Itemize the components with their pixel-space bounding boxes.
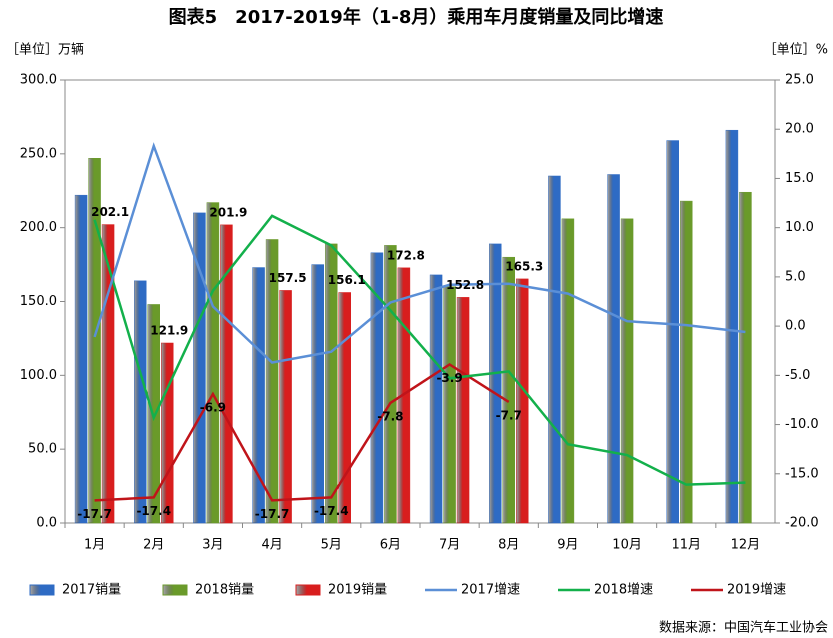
bar bbox=[338, 292, 351, 524]
y-axis-label: ［单位］万辆 bbox=[6, 43, 84, 58]
bar-value-label: 201.9 bbox=[209, 205, 247, 219]
y2-tick-label: -5.0 bbox=[785, 368, 810, 383]
line-value-label: -17.4 bbox=[136, 504, 171, 518]
y-tick-label: 0.0 bbox=[36, 516, 57, 531]
y2-axis-label: ［单位］% bbox=[764, 43, 828, 58]
bar-value-label: 157.5 bbox=[269, 271, 307, 285]
line bbox=[93, 214, 746, 486]
line-value-label: -17.7 bbox=[255, 507, 290, 521]
y2-tick-label: -10.0 bbox=[785, 417, 819, 432]
bar bbox=[370, 252, 384, 524]
bar bbox=[88, 158, 101, 524]
x-tick-label: 4月 bbox=[261, 538, 282, 553]
bar bbox=[502, 256, 515, 524]
legend-swatch bbox=[162, 584, 188, 596]
chart-title: 图表5 2017-2019年（1-8月）乘用车月度销量及同比增速 bbox=[169, 6, 664, 28]
bar bbox=[252, 267, 265, 524]
bar bbox=[620, 218, 634, 524]
legend-swatch bbox=[29, 584, 55, 596]
bar bbox=[725, 129, 739, 524]
x-tick-label: 8月 bbox=[498, 538, 519, 553]
bar-value-label: 121.9 bbox=[150, 323, 188, 337]
x-tick-label: 7月 bbox=[439, 538, 460, 553]
x-tick-label: 3月 bbox=[202, 538, 223, 553]
bar bbox=[193, 212, 206, 524]
bar-value-label: 165.3 bbox=[505, 259, 543, 273]
line-value-label: -17.7 bbox=[77, 507, 112, 521]
y2-tick-label: 15.0 bbox=[785, 171, 814, 186]
bar bbox=[739, 191, 752, 524]
line-value-label: -7.7 bbox=[496, 408, 522, 422]
y-tick-label: 300.0 bbox=[20, 73, 57, 88]
x-tick-label: 6月 bbox=[380, 538, 401, 553]
bar bbox=[548, 175, 561, 524]
y2-tick-label: 0.0 bbox=[785, 319, 806, 334]
y-tick-label: 100.0 bbox=[20, 368, 57, 383]
y-tick-label: 200.0 bbox=[20, 220, 57, 235]
y-tick-label: 150.0 bbox=[20, 294, 57, 309]
legend-label: 2017销量 bbox=[62, 583, 121, 598]
bar bbox=[265, 239, 279, 524]
bar bbox=[666, 140, 679, 524]
y2-tick-label: -15.0 bbox=[785, 466, 819, 481]
bar bbox=[220, 224, 233, 524]
y2-tick-label: 20.0 bbox=[785, 122, 814, 137]
legend-label: 2017增速 bbox=[461, 583, 520, 598]
x-tick-label: 11月 bbox=[671, 538, 701, 553]
bar-value-label: 172.8 bbox=[387, 248, 425, 262]
y2-tick-label: 10.0 bbox=[785, 220, 814, 235]
bar bbox=[561, 218, 575, 524]
bar bbox=[443, 286, 456, 524]
legend-swatch bbox=[295, 584, 321, 596]
x-tick-label: 9月 bbox=[557, 538, 578, 553]
bar-value-label: 156.1 bbox=[328, 273, 366, 287]
bar bbox=[74, 194, 88, 524]
x-tick-label: 5月 bbox=[321, 538, 342, 553]
y-tick-label: 50.0 bbox=[28, 442, 57, 457]
line-value-label: -3.9 bbox=[436, 371, 462, 385]
y2-tick-label: 5.0 bbox=[785, 269, 806, 284]
bar bbox=[489, 243, 502, 524]
y-tick-label: 250.0 bbox=[20, 146, 57, 161]
x-tick-label: 12月 bbox=[731, 538, 761, 553]
line bbox=[94, 363, 510, 502]
bar bbox=[134, 280, 147, 524]
legend-label: 2019增速 bbox=[727, 583, 786, 598]
x-tick-label: 1月 bbox=[84, 538, 105, 553]
line-value-label: -6.9 bbox=[200, 401, 226, 415]
y2-tick-label: 25.0 bbox=[785, 73, 814, 88]
bar bbox=[384, 245, 397, 524]
bar-value-label: 202.1 bbox=[91, 205, 129, 219]
bar bbox=[456, 297, 470, 524]
source: 数据来源：中国汽车工业协会 bbox=[659, 620, 828, 636]
bar bbox=[101, 224, 115, 524]
line-value-label: -7.8 bbox=[377, 409, 403, 423]
line-value-label: -17.4 bbox=[314, 504, 349, 518]
bar bbox=[680, 200, 693, 524]
bar bbox=[607, 174, 620, 524]
bar bbox=[516, 278, 529, 524]
x-tick-label: 2月 bbox=[143, 538, 164, 553]
bar bbox=[206, 202, 220, 524]
legend-label: 2019销量 bbox=[328, 583, 387, 598]
legend-label: 2018销量 bbox=[195, 583, 254, 598]
x-tick-label: 10月 bbox=[612, 538, 642, 553]
bar bbox=[311, 264, 324, 524]
line bbox=[93, 142, 746, 364]
bar bbox=[325, 243, 338, 524]
bar-value-label: 152.8 bbox=[446, 278, 484, 292]
bar bbox=[279, 290, 292, 524]
y2-tick-label: -20.0 bbox=[785, 516, 819, 531]
bar bbox=[429, 274, 443, 524]
legend-label: 2018增速 bbox=[594, 583, 653, 598]
bar bbox=[161, 342, 174, 524]
